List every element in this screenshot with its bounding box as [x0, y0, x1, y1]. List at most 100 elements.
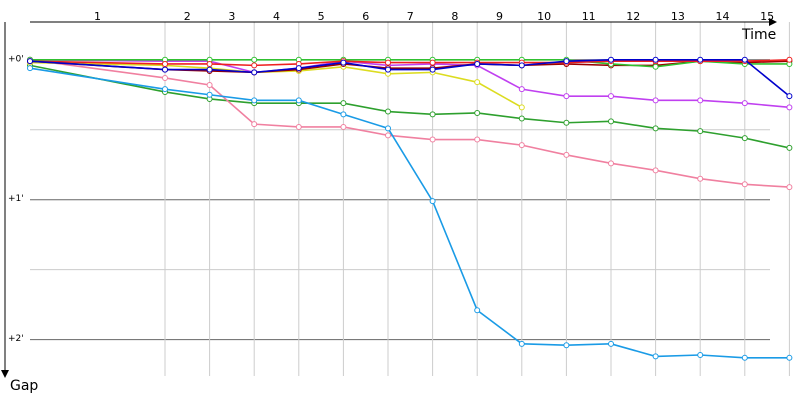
point [27, 65, 33, 72]
point [251, 97, 258, 104]
point [518, 340, 525, 347]
point [652, 353, 659, 360]
x-tick-label: 5 [318, 10, 325, 23]
point [741, 135, 748, 142]
point [563, 151, 570, 158]
point [608, 160, 614, 167]
x-tick-label: 3 [228, 10, 235, 23]
point [206, 66, 213, 73]
series-line [29, 58, 790, 97]
point [474, 136, 481, 143]
x-tick-label: 8 [451, 10, 458, 23]
point [741, 354, 748, 361]
point [429, 66, 436, 73]
series-line [29, 67, 790, 359]
point [474, 109, 481, 116]
x-tick-label: 4 [273, 10, 280, 23]
point [206, 81, 213, 88]
point [697, 56, 704, 63]
point [652, 125, 659, 132]
point [162, 86, 168, 93]
point [786, 93, 793, 100]
point [518, 104, 525, 111]
point [474, 79, 481, 86]
point [652, 63, 659, 70]
point [251, 56, 258, 63]
point [786, 56, 793, 63]
series-line [29, 58, 790, 109]
point [786, 354, 793, 361]
x-tick-label: 11 [582, 10, 596, 23]
point [385, 108, 391, 115]
point [741, 100, 748, 107]
x-tick-label: 9 [496, 10, 503, 23]
point [251, 69, 258, 76]
x-tick-label: 1 [94, 10, 101, 23]
point [251, 62, 258, 69]
point [786, 184, 793, 191]
y-tick-label: +1' [8, 194, 24, 204]
point [385, 59, 391, 66]
point [340, 100, 347, 107]
series-line [29, 64, 790, 149]
x-tick-label: 13 [671, 10, 685, 23]
point [27, 58, 33, 65]
x-tick-label: 12 [626, 10, 640, 23]
point [608, 93, 614, 100]
point [652, 97, 659, 104]
x-tick-label: 14 [716, 10, 730, 23]
x-tick-label: 7 [407, 10, 414, 23]
point [295, 65, 302, 72]
point [563, 119, 570, 126]
point [429, 59, 436, 66]
point [518, 62, 525, 69]
point [786, 104, 793, 111]
y-axis-title: Gap [10, 378, 38, 394]
point [474, 307, 481, 314]
x-tick-label: 10 [537, 10, 551, 23]
point [518, 142, 525, 149]
point [608, 340, 614, 347]
point [385, 125, 391, 132]
series-line [29, 58, 790, 67]
point [518, 115, 525, 122]
point [518, 86, 525, 93]
point [786, 144, 793, 151]
x-tick-label: 6 [362, 10, 369, 23]
point [340, 59, 347, 66]
series-line [29, 61, 523, 109]
point [697, 97, 704, 104]
point [474, 60, 481, 67]
point [652, 167, 659, 174]
point [162, 66, 168, 73]
point [429, 136, 436, 143]
point [563, 342, 570, 349]
x-tick-label: 15 [760, 10, 774, 23]
point [251, 121, 258, 128]
point [385, 132, 391, 139]
point [741, 181, 748, 188]
series-line [29, 58, 790, 188]
point [429, 198, 436, 205]
point [340, 111, 347, 118]
y-tick-label: +0' [8, 54, 24, 64]
point [206, 91, 213, 98]
point [295, 123, 302, 130]
point [162, 74, 168, 81]
x-tick-label: 2 [184, 10, 191, 23]
point [206, 60, 213, 67]
point [385, 66, 391, 73]
point [162, 60, 168, 67]
point [741, 56, 748, 63]
point [697, 175, 704, 182]
x-axis-title: Time [741, 27, 776, 43]
series-line [30, 58, 790, 68]
point [563, 93, 570, 100]
point [295, 97, 302, 104]
point [429, 111, 436, 118]
point [608, 118, 614, 125]
y-tick-label: +2' [8, 334, 24, 344]
point [608, 56, 614, 63]
point [340, 123, 347, 130]
